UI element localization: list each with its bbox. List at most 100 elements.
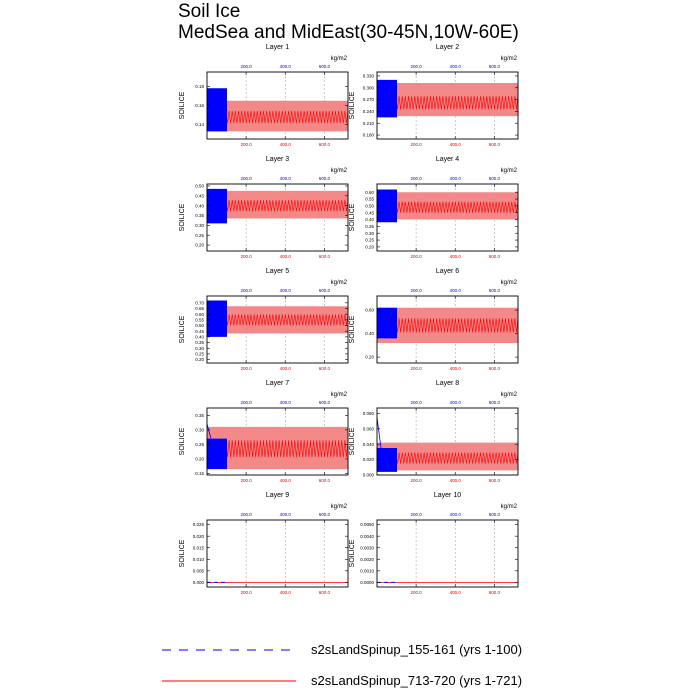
- plot-frame: [376, 295, 519, 364]
- y-tick-label: 0.240: [363, 109, 375, 114]
- x-top-tick-label: 600.0: [319, 176, 331, 181]
- y-axis-label: SOILICE: [179, 539, 186, 567]
- y-axis-label: SOILICE: [179, 427, 186, 455]
- legend-label-0: s2sLandSpinup_155-161 (yrs 1-100): [311, 642, 522, 657]
- x-bottom-tick-label: 600.0: [319, 254, 331, 259]
- x-top-tick-label: 200.0: [410, 64, 422, 69]
- x-top-tick-label: 200.0: [410, 400, 422, 405]
- plot-frame: [206, 519, 349, 588]
- units-label: kg/m2: [331, 56, 348, 62]
- y-tick-label: 0.20: [365, 244, 374, 249]
- y-tick-label: 0.25: [195, 233, 204, 238]
- panel-layer-6: Layer 6 kg/m2 SOILICE 0.60 0.40 0.20 200.0 400.…: [349, 268, 519, 371]
- x-top-tick-label: 600.0: [489, 288, 501, 293]
- panel-layer-3: Layer 3 kg/m2 SOILICE 0.50 0.45 0.40 0.35 0.30 0…: [179, 156, 349, 259]
- y-tick-label: 0.18: [195, 84, 204, 89]
- units-label: kg/m2: [331, 280, 348, 286]
- plot-frame: [206, 183, 349, 252]
- blue-series-start: [376, 307, 382, 325]
- y-tick-label: 0.40: [365, 331, 374, 336]
- x-bottom-tick-label: 600.0: [489, 478, 501, 483]
- y-tick-label: 0.50: [195, 323, 204, 328]
- y-tick-label: 0.40: [195, 203, 204, 208]
- y-tick-label: 0.30: [195, 223, 204, 228]
- y-tick-label: 0.20: [195, 357, 204, 362]
- units-label: kg/m2: [501, 280, 518, 286]
- red-series-line: [206, 200, 349, 212]
- x-bottom-tick-label: 600.0: [319, 478, 331, 483]
- y-tick-label: 0.25: [365, 238, 374, 243]
- x-bottom-tick-label: 600.0: [489, 590, 501, 595]
- panel-layer-9: Layer 9 kg/m2 SOILICE 0.025 0.020 0.015 0.010 0…: [179, 492, 349, 595]
- x-bottom-tick-label: 400.0: [450, 254, 462, 259]
- y-tick-label: 0.50: [365, 203, 374, 208]
- y-tick-label: 0.60: [365, 190, 374, 195]
- figure-title-line1: Soil Ice: [178, 1, 240, 22]
- y-tick-label: 0.35: [195, 413, 204, 418]
- y-tick-label: 0.55: [195, 317, 204, 322]
- units-label: kg/m2: [501, 392, 518, 398]
- y-tick-label: 0.020: [363, 457, 375, 462]
- blue-series-start: [206, 300, 212, 315]
- y-tick-label: 0.0010: [360, 568, 374, 573]
- x-top-tick-label: 400.0: [450, 400, 462, 405]
- x-top-tick-label: 400.0: [280, 288, 292, 293]
- x-top-tick-label: 200.0: [240, 288, 252, 293]
- y-tick-label: 0.60: [365, 308, 374, 313]
- y-axis-label: SOILICE: [349, 427, 356, 455]
- blue-series-start: [206, 423, 212, 439]
- plot-frame: [206, 295, 349, 364]
- y-tick-label: 0.50: [195, 184, 204, 189]
- y-tick-label: 0.0040: [360, 534, 374, 539]
- y-tick-label: 0.55: [365, 197, 374, 202]
- y-tick-label: 0.20: [195, 243, 204, 248]
- y-tick-label: 0.080: [363, 411, 375, 416]
- y-tick-label: 0.010: [193, 557, 205, 562]
- x-bottom-tick-label: 200.0: [410, 254, 422, 259]
- panel-title: Layer 5: [266, 268, 289, 275]
- x-bottom-tick-label: 200.0: [410, 590, 422, 595]
- y-tick-label: 0.16: [195, 103, 204, 108]
- panel-title: Layer 2: [436, 44, 459, 51]
- y-tick-label: 0.020: [193, 534, 205, 539]
- y-tick-label: 0.015: [193, 545, 205, 550]
- x-top-tick-label: 600.0: [319, 64, 331, 69]
- x-bottom-tick-label: 600.0: [319, 590, 331, 595]
- x-bottom-tick-label: 200.0: [410, 142, 422, 147]
- units-label: kg/m2: [331, 392, 348, 398]
- panel-layer-5: Layer 5kg/m2SOILICE0.700.650.600.550.500…: [179, 268, 349, 371]
- x-top-tick-label: 200.0: [240, 64, 252, 69]
- y-tick-label: 0.65: [195, 306, 204, 311]
- y-axis-label: SOILICE: [349, 539, 356, 567]
- panel-title: Layer 9: [266, 492, 289, 499]
- x-top-tick-label: 400.0: [280, 512, 292, 517]
- x-top-tick-label: 600.0: [319, 512, 331, 517]
- blue-series-start: [206, 188, 212, 202]
- x-bottom-tick-label: 600.0: [489, 142, 501, 147]
- y-tick-label: 0.025: [193, 522, 205, 527]
- y-axis-label: SOILICE: [179, 315, 186, 343]
- x-top-tick-label: 200.0: [410, 288, 422, 293]
- x-bottom-tick-label: 200.0: [410, 366, 422, 371]
- x-bottom-tick-label: 400.0: [280, 142, 292, 147]
- y-tick-label: 0.25: [195, 352, 204, 357]
- panel-title: Layer 10: [434, 492, 461, 499]
- y-tick-label: 0.30: [195, 427, 204, 432]
- panel-layer-10: Layer 10 kg/m2 SOILICE 0.0050 0.0040 0.0030 0.…: [349, 492, 519, 595]
- panel-layer-2: Layer 2 kg/m2 SOILICE 0.330 0.300 0.270 0.240 0…: [349, 44, 519, 147]
- x-top-tick-label: 600.0: [489, 400, 501, 405]
- y-tick-label: 0.000: [363, 473, 375, 478]
- y-axis-label: SOILICE: [179, 91, 186, 119]
- blue-series-start: [206, 88, 212, 101]
- blue-series-band: [206, 188, 228, 224]
- y-tick-label: 0.30: [365, 231, 374, 236]
- x-top-tick-label: 200.0: [410, 512, 422, 517]
- y-tick-label: 0.210: [363, 121, 375, 126]
- x-bottom-tick-label: 400.0: [280, 590, 292, 595]
- x-bottom-tick-label: 200.0: [240, 142, 252, 147]
- red-series-line: [206, 314, 349, 326]
- panel-title: Layer 7: [266, 380, 289, 387]
- plot-frame: [376, 71, 519, 140]
- y-tick-label: 0.60: [195, 312, 204, 317]
- blue-series-band: [206, 438, 228, 470]
